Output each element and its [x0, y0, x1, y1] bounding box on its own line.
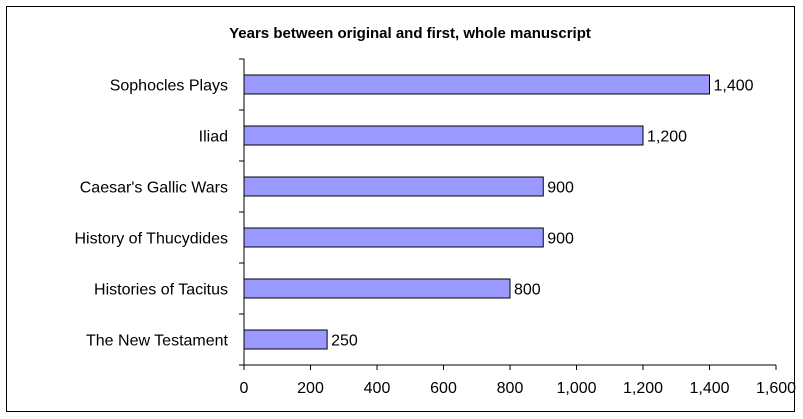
bar [243, 278, 511, 299]
x-tick-label: 1,600 [756, 380, 796, 397]
chart-title: Years between original and first, whole … [229, 25, 591, 42]
category-label: Histories of Tacitus [94, 282, 228, 299]
x-tick-label: 0 [240, 380, 249, 397]
data-label: 1,200 [647, 129, 687, 146]
x-tick-label: 1,400 [689, 380, 729, 397]
category-label: Sophocles Plays [110, 78, 228, 95]
x-tick-label: 200 [297, 380, 324, 397]
data-label: 250 [331, 333, 358, 350]
chart-area [6, 6, 795, 412]
data-label: 900 [547, 180, 574, 197]
bar [243, 176, 544, 197]
category-label: History of Thucydides [74, 231, 228, 248]
category-label: Caesar's Gallic Wars [80, 180, 228, 197]
data-label: 800 [514, 282, 541, 299]
data-label: 900 [547, 231, 574, 248]
bar [243, 329, 328, 350]
bar [243, 227, 544, 248]
x-tick-label: 1,000 [556, 380, 596, 397]
data-label: 1,400 [714, 78, 754, 95]
category-label: The New Testament [86, 333, 229, 350]
x-tick-label: 600 [430, 380, 457, 397]
x-tick-label: 1,200 [623, 380, 663, 397]
x-tick-label: 400 [364, 380, 391, 397]
plot-area: Sophocles Plays 1,400 Iliad 1,200 Caesar's G… [74, 58, 796, 397]
x-tick-label: 800 [497, 380, 524, 397]
bar [243, 74, 710, 95]
bar [243, 125, 644, 146]
category-label: Iliad [199, 129, 228, 146]
